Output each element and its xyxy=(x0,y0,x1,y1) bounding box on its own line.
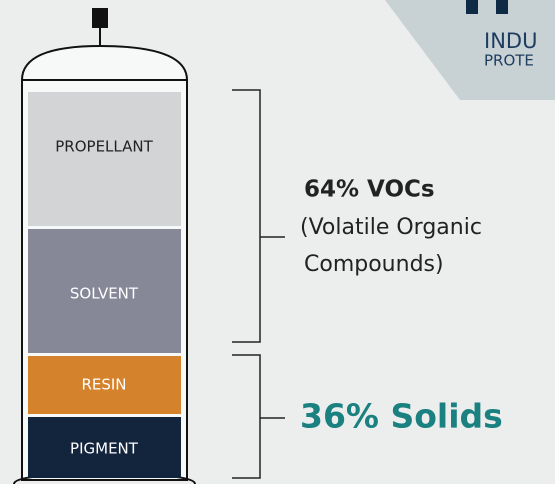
logo-line: INDU xyxy=(484,29,537,53)
vocs-headline: 64% VOCs xyxy=(304,177,435,203)
vocs-text: Compounds) xyxy=(304,252,444,277)
bracket xyxy=(232,90,285,342)
infographic: INDU PROTE PROPELLANT SOLVENT RESIN PIGM… xyxy=(0,0,555,484)
layer-label: PIGMENT xyxy=(70,440,139,458)
layer-label: PROPELLANT xyxy=(55,138,153,156)
logo-line: PROTE xyxy=(484,52,534,70)
vocs-text: (Volatile Organic xyxy=(300,215,482,240)
bracket xyxy=(232,355,285,478)
layer-propellant xyxy=(28,92,181,226)
layer-label: SOLVENT xyxy=(70,285,139,303)
nozzle xyxy=(92,8,108,28)
can-dome xyxy=(22,46,187,80)
layer-label: RESIN xyxy=(81,376,126,394)
solids-headline: 36% Solids xyxy=(300,397,503,436)
